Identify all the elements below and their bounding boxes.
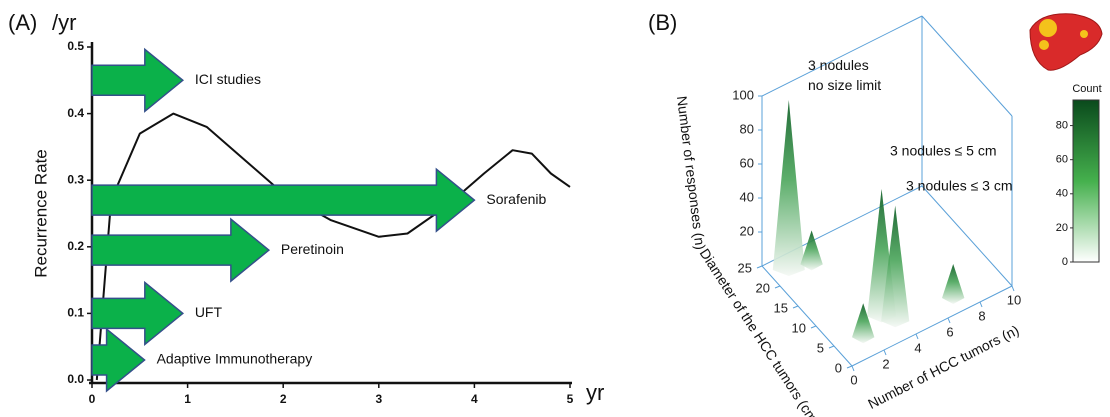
x-tick-label: 1: [184, 392, 191, 406]
x-tick-label: 0: [850, 372, 857, 387]
treatment-arrow: [91, 280, 185, 346]
colorbar-title: Count: [1072, 83, 1101, 95]
response-peak: [800, 230, 823, 271]
panel-label: (B): [648, 10, 677, 35]
x-tick: [1011, 285, 1015, 292]
x-tick-label: 10: [1007, 292, 1021, 307]
x-tick-label: 6: [946, 324, 953, 339]
arrow-label: ICI studies: [195, 71, 261, 87]
colorbar-tick-label: 80: [1056, 119, 1068, 131]
liver-icon: [1029, 13, 1103, 71]
x-tick: [947, 317, 951, 324]
x-tick-label: 4: [471, 392, 478, 406]
z-tick-label: 100: [732, 87, 754, 102]
y-tick-label: 20: [756, 280, 770, 295]
y-tick-label: 0.2: [67, 239, 84, 253]
x-tick-label: 5: [567, 392, 574, 406]
box-edge: [761, 265, 853, 367]
response-peak: [852, 303, 875, 344]
y-tick-label: 0.3: [67, 172, 84, 186]
y-tick: [792, 305, 799, 309]
y-tick-label: 5: [817, 340, 824, 355]
x-tick-label: 4: [914, 340, 921, 355]
x-tick-label: 3: [375, 392, 382, 406]
x-tick-label: 8: [978, 308, 985, 323]
response-peak: [942, 264, 965, 304]
treatment-arrow: [91, 47, 185, 113]
colorbar-tick-label: 20: [1056, 222, 1068, 234]
treatment-arrow: [91, 167, 476, 233]
colorbar-tick-label: 40: [1056, 188, 1068, 200]
y-tick: [828, 345, 835, 349]
z-tick-label: 40: [740, 189, 754, 204]
peak-annotation: 3 nodules ≤ 3 cm: [906, 178, 1013, 194]
peak-annotation: 3 nodules no size limit: [808, 57, 881, 93]
x-tick: [915, 333, 919, 340]
panel-label: (A): [8, 10, 37, 35]
box-edge: [851, 285, 1013, 367]
z-tick-label: 80: [740, 121, 754, 136]
x-unit: yr: [586, 380, 604, 405]
arrow-label: Sorafenib: [486, 191, 546, 207]
peak-annotation: 3 nodules ≤ 5 cm: [890, 143, 997, 159]
treatment-arrow: [91, 327, 146, 393]
y-tick: [774, 285, 781, 289]
y-tick-label: 10: [792, 320, 806, 335]
x-tick: [883, 349, 887, 356]
x-tick-label: 2: [882, 356, 889, 371]
y-tick-label: 25: [738, 260, 752, 275]
y-tick-label: 0.4: [67, 106, 84, 120]
y-tick-label: 0.1: [67, 306, 84, 320]
box-edge: [921, 185, 1013, 287]
colorbar-tick-label: 60: [1056, 154, 1068, 166]
y-tick: [756, 265, 763, 269]
y-tick-label: 0: [835, 360, 842, 375]
x-tick-label: 2: [280, 392, 287, 406]
colorbar: [1072, 99, 1100, 263]
box-edge: [921, 15, 1013, 117]
response-peak: [772, 100, 805, 276]
y-unit: /yr: [52, 10, 76, 35]
z-axis-label: Number of responses (n): [674, 95, 709, 251]
y-tick: [846, 365, 853, 369]
y-axis-label: Recurrence Rate: [31, 149, 50, 278]
response-peak: [881, 205, 910, 328]
box-edge: [761, 15, 923, 97]
x-tick-label: 0: [89, 392, 96, 406]
recurrence-line: [95, 112, 571, 381]
x-tick: [979, 301, 983, 308]
arrow-label: Peretinoin: [281, 241, 344, 257]
x-tick: [851, 365, 855, 372]
arrow-label: UFT: [195, 304, 223, 320]
y-tick-label: 0.5: [67, 39, 84, 53]
z-tick-label: 60: [740, 155, 754, 170]
y-tick: [810, 325, 817, 329]
colorbar-tick-label: 0: [1062, 256, 1068, 268]
arrow-label: Adaptive Immunotherapy: [157, 351, 313, 367]
y-tick-label: 0.0: [67, 372, 84, 386]
z-tick-label: 20: [740, 223, 754, 238]
y-tick-label: 15: [774, 300, 788, 315]
treatment-arrow: [91, 217, 271, 283]
